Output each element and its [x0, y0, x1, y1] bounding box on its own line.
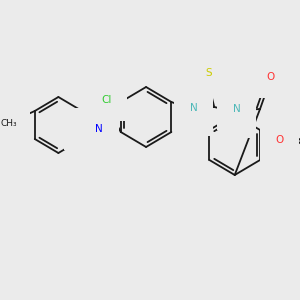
Text: N: N — [95, 124, 103, 134]
Text: CH₃: CH₃ — [0, 118, 17, 127]
Text: O: O — [267, 72, 275, 82]
Text: S: S — [205, 68, 212, 78]
Text: Cl: Cl — [101, 95, 111, 105]
Text: N: N — [190, 103, 198, 113]
Text: O: O — [80, 124, 88, 134]
Text: H: H — [192, 113, 199, 122]
Text: O: O — [275, 135, 284, 145]
Text: H: H — [234, 116, 241, 124]
Text: N: N — [233, 104, 241, 114]
